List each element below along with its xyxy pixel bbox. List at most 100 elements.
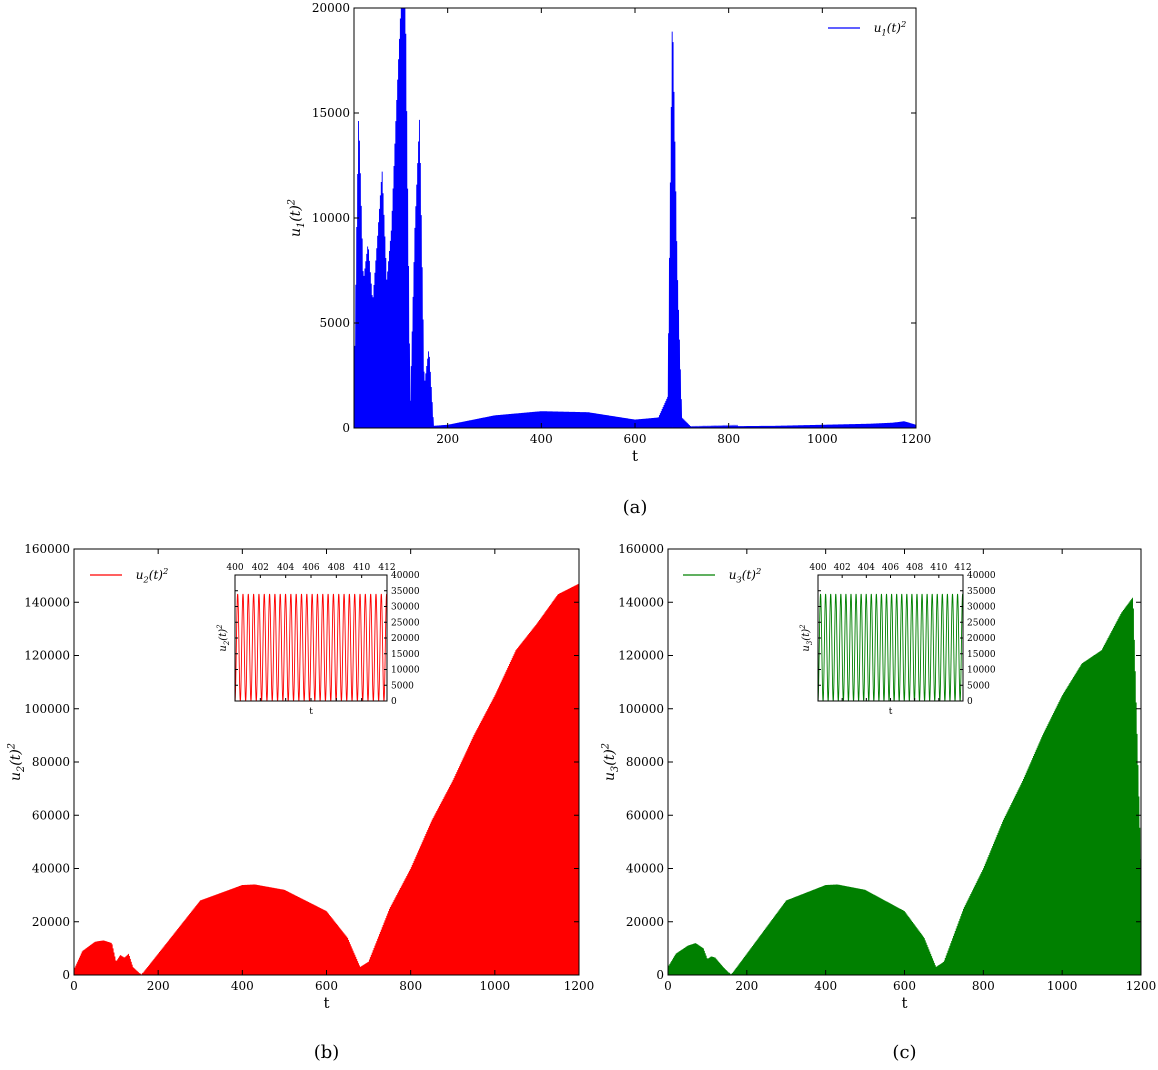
label-part: 3	[610, 766, 621, 772]
inset-x-axis-label: t	[889, 707, 893, 717]
label-part: (t)	[602, 749, 618, 766]
x-tick-label: 1000	[807, 432, 838, 446]
y-tick-label: 20000	[32, 915, 70, 929]
y-tick-label: 60000	[626, 808, 664, 822]
label-part: 2	[142, 575, 148, 585]
x-axis-label: t	[323, 994, 329, 1012]
x-tick-label: 800	[399, 979, 422, 993]
x-tick-label: 200	[436, 432, 459, 446]
label-part: (t)	[801, 629, 812, 641]
y-tick-label: 20000	[626, 915, 664, 929]
chart-panel-c: 0 200 400 600 800 1000 1200 0 20000 40000 60000 800…	[600, 542, 1156, 1063]
inset-y-axis-label: u3(t)2​	[799, 624, 814, 652]
x-tick-label: 400	[814, 979, 837, 993]
chart-panel-b: 0 200 400 600 800 1000 1200 0 20000 40000 60000 800…	[6, 542, 594, 1063]
inset-y-tick-label: 30000	[391, 603, 420, 613]
y-tick-label: 120000	[24, 649, 70, 663]
inset-series-line	[234, 593, 388, 702]
inset-y-tick-label: 25000	[391, 618, 420, 628]
inset-y-tick-label: 0	[391, 697, 397, 707]
x-tick-label: 0	[70, 979, 78, 993]
label-part: 3	[736, 575, 741, 585]
legend-label: u1(t)2​	[874, 19, 907, 37]
label-part: u	[729, 568, 737, 582]
label-part: (t)	[288, 205, 304, 222]
x-tick-label: 400	[231, 979, 254, 993]
inset-y-tick-label: 10000	[967, 666, 996, 676]
inset-x-tick-label: 408	[328, 563, 345, 573]
x-tick-label: 0	[664, 979, 672, 993]
inset-y-tick-label: 15000	[391, 650, 420, 660]
inset-chart-b: 400 402 404 406 408 410 412 0 5000 10000 15000 2000…	[216, 563, 420, 717]
inset-y-axis-label: u2(t)2​	[216, 624, 231, 652]
inset-y-tick-label: 35000	[967, 587, 996, 597]
panel-caption: (a)	[623, 497, 648, 518]
label-part: (t)	[887, 21, 902, 35]
label-part: u	[8, 772, 24, 781]
label-part: 2	[600, 743, 611, 750]
x-tick-label: 1200	[901, 432, 932, 446]
inset-x-tick-label: 410	[930, 563, 947, 573]
legend-label: u2(t)2​	[136, 566, 169, 584]
y-tick-label: 0	[656, 968, 664, 982]
y-tick-label: 0	[342, 421, 350, 435]
x-axis-label: t	[901, 994, 907, 1012]
label-part: (t)	[218, 629, 229, 641]
y-tick-label: 100000	[618, 702, 664, 716]
label-part: 2	[286, 199, 297, 206]
y-tick-label: 160000	[618, 542, 664, 556]
x-tick-label: 1000	[480, 979, 511, 993]
y-tick-label: 20000	[312, 1, 350, 15]
label-part: u	[288, 228, 304, 237]
label-part: 2	[755, 566, 761, 576]
x-axis-label: t	[632, 447, 638, 465]
label-part: (t)	[742, 568, 757, 582]
y-tick-label: 40000	[32, 862, 70, 876]
inset-y-tick-label: 0	[967, 697, 973, 707]
y-tick-label: 140000	[618, 595, 664, 609]
label-part: u	[218, 645, 229, 651]
label-part: (t)	[149, 568, 164, 582]
inset-y-tick-label: 5000	[391, 681, 414, 691]
y-axis-label: u2(t)2​	[6, 743, 27, 781]
y-tick-label: 15000	[312, 106, 350, 120]
x-tick-label: 600	[315, 979, 338, 993]
inset-x-tick-label: 404	[277, 563, 294, 573]
y-tick-label: 0	[62, 968, 70, 982]
legend-label: u3(t)2​	[729, 566, 762, 584]
x-tick-label: 1200	[1126, 979, 1157, 993]
x-tick-label: 800	[717, 432, 740, 446]
x-tick-label: 1000	[1047, 979, 1078, 993]
x-tick-label: 600	[624, 432, 647, 446]
x-tick-label: 800	[972, 979, 995, 993]
label-part: u	[602, 772, 618, 781]
label-part: 2	[799, 624, 807, 630]
label-part: (t)	[8, 749, 24, 766]
label-part: 2	[6, 743, 17, 750]
inset-y-tick-label: 5000	[967, 681, 990, 691]
inset-x-tick-label: 400	[226, 563, 243, 573]
y-tick-label: 60000	[32, 808, 70, 822]
series-line-c-0	[668, 597, 1141, 975]
y-tick-label: 140000	[24, 595, 70, 609]
inset-chart-c: 400 402 404 406 408 410 412 0 5000 10000 15000 2000…	[799, 563, 996, 717]
inset-x-axis-label: t	[309, 707, 313, 717]
x-tick-label: 200	[735, 979, 758, 993]
inset-x-tick-label: 400	[809, 563, 826, 573]
inset-x-tick-label: 406	[302, 563, 319, 573]
inset-y-tick-label: 35000	[391, 587, 420, 597]
y-tick-label: 10000	[312, 211, 350, 225]
inset-y-tick-label: 10000	[391, 666, 420, 676]
chart-panel-a: 200 400 600 800 1000 1200 0 5000 10000 15000 20000…	[286, 1, 931, 518]
inset-y-tick-label: 40000	[967, 571, 996, 581]
x-tick-label: 200	[147, 979, 170, 993]
inset-x-tick-label: 412	[378, 563, 395, 573]
x-tick-label: 400	[530, 432, 553, 446]
inset-x-tick-label: 412	[954, 563, 971, 573]
inset-x-tick-label: 408	[906, 563, 923, 573]
inset-x-tick-label: 406	[882, 563, 899, 573]
inset-x-tick-label: 410	[353, 563, 370, 573]
y-axis-label: u3(t)2​	[600, 743, 621, 781]
label-part: 2	[162, 566, 168, 576]
